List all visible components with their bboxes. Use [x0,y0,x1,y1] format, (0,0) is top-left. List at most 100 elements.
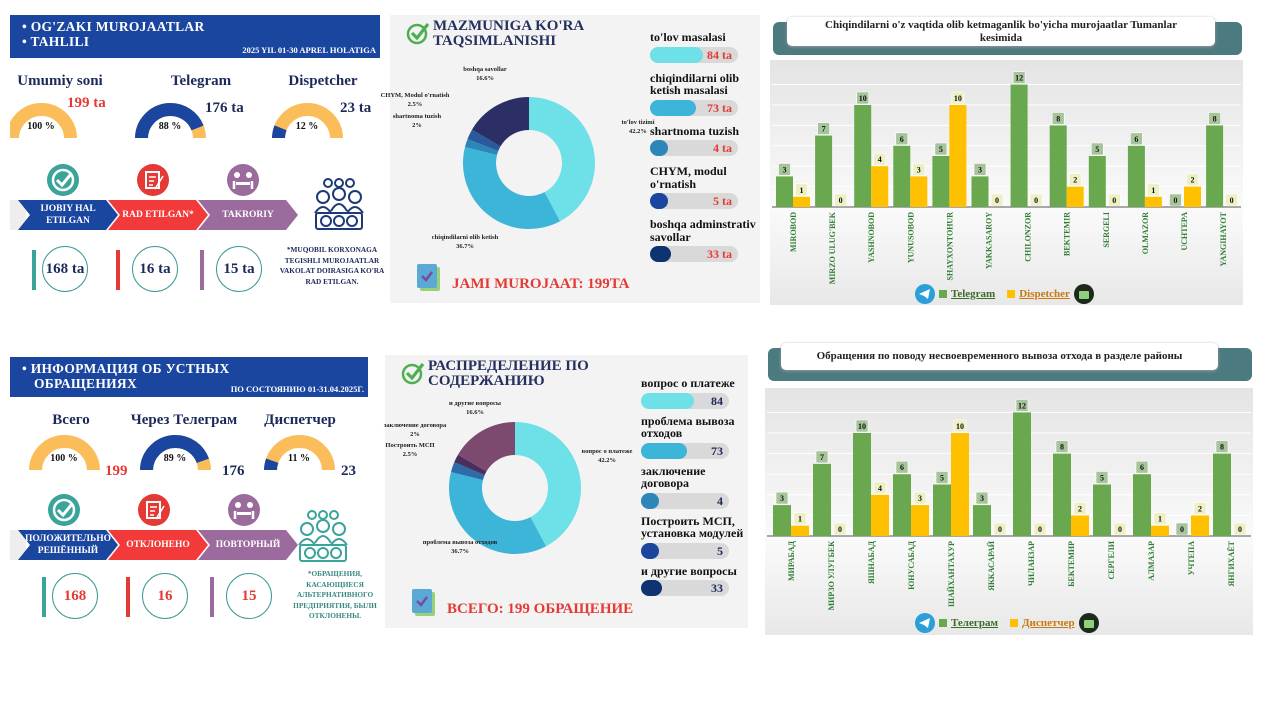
data-label-text: 5 [939,145,943,154]
slice-percent: 2% [412,122,422,129]
p2 [246,172,252,178]
board [417,264,437,288]
data-label: 3 [775,491,789,505]
total-label: JAMI MUROJAAT: 199TA [452,276,630,292]
legend-telegram[interactable]: Telegram [951,288,996,300]
category-label: ЯККАСАРАЙ [987,540,996,591]
category-bar-fill [650,193,668,209]
data-label-text: 3 [783,165,787,174]
bar-Диспетчер [871,494,889,536]
p1 [235,502,241,508]
data-label: 3 [975,491,989,505]
category-value: 84 [711,393,723,408]
category-label: и другие вопросы [641,563,737,578]
category-value: 33 ta [707,247,732,261]
category-label: YANGIHAYOT [1219,211,1228,266]
data-label-text: 0 [1038,525,1042,534]
data-label-box [990,193,1004,207]
data-label: 4 [873,481,887,495]
status-chevron: TAKRORIY [198,200,298,230]
plane [919,618,930,628]
category-label: ЯНГИХАЁТ [1227,540,1236,586]
bar-Dispetcher [910,176,928,207]
gauge-label: Telegram [170,73,232,89]
slice-label: to'lov tizimi 42.2% [621,118,654,136]
bar-Диспетчер [1071,515,1089,536]
bar-Telegram [1127,145,1145,207]
gauge-fill [139,434,211,470]
data-label: 0 [1225,193,1238,207]
legend-swatch [939,619,947,627]
gauge-fill [134,102,206,138]
telegram-icon[interactable] [915,284,935,304]
bar-Диспетчер [1151,525,1169,536]
category-value: 5 ta [713,194,732,208]
data-label: 0 [833,522,847,536]
slice-label: boshqa savollar 16.6% [463,65,507,83]
category-value: 73 [711,443,723,458]
bar-Telegram [1206,125,1224,207]
slice-label: shartnoma tuzish 2% [393,112,441,130]
status-bar [200,250,204,290]
data-label-box [1153,512,1167,525]
data-label-text: 4 [878,484,882,493]
slice-label: вопрос о платеже 42.2% [582,447,633,465]
data-label-box [855,419,869,433]
notepad-icon-bg [137,164,169,196]
gauge-label: Диспетчер [264,412,336,428]
check [56,503,74,518]
head [307,510,317,520]
data-label: 5 [1095,471,1109,484]
data-label: 1 [795,183,808,197]
bar-Телеграм [853,433,871,536]
table [237,512,251,515]
check-circle-icon-bg [48,494,80,526]
data-label: 0 [1033,522,1047,536]
bar-Телеграм [813,463,831,536]
category-label: АЛМАЗАР [1147,541,1156,581]
data-label-text: 3 [978,165,982,174]
gauge-chart [139,434,211,470]
category-item: вопрос о платеже 84 [641,377,747,409]
slice-name: to'lov tizimi [621,119,655,126]
bar-Dispetcher [1184,186,1201,207]
gauge-track [28,434,100,470]
legend-dispatcher[interactable]: Диспетчер [1021,617,1075,629]
data-label-text: 8 [1213,114,1217,123]
data-label-text: 1 [1151,186,1155,195]
data-label-box [913,491,927,505]
legend-telegram[interactable]: Телеграм [951,617,998,629]
data-label: 12 [1012,71,1026,84]
bar-Телеграм [1013,412,1031,536]
legend-dispatcher[interactable]: Dispetcher [1019,288,1070,300]
data-label-box [1175,522,1189,536]
data-label-text: 1 [1158,515,1162,524]
status-count: 168 ta [42,246,88,292]
data-label-box [935,471,949,484]
data-label-text: 5 [1100,474,1104,483]
data-label-box [951,91,965,105]
slice-name: chiqindilarni olib ketish [431,234,499,241]
data-label-text: 2 [1198,504,1202,513]
data-label: 3 [913,491,927,505]
wheel [346,215,358,227]
data-label: 10 [855,419,869,433]
data-label-text: 0 [838,525,842,534]
footnote: *ОБРАЩЕНИЯ, КАСАЮЩИЕСЯ АЛЬТЕРНАТИВНОГО П… [293,569,377,620]
data-label: 3 [973,163,987,176]
lines [149,175,164,190]
data-label-box [953,419,967,433]
head [323,178,333,188]
status-bar [42,577,46,617]
data-label-text: 3 [917,165,921,174]
data-label-text: 10 [858,422,866,431]
status-bar [126,577,130,617]
telegram-icon[interactable] [915,613,935,633]
wheel [330,547,342,559]
phone-icon[interactable] [1078,613,1099,633]
data-label-box [817,122,830,135]
bar-Телеграм [893,474,911,536]
data-label: 0 [1175,522,1189,536]
phone-icon[interactable] [1073,284,1094,304]
district-bar-chart-panel: Обращения по поводу несвоевременного выв… [765,340,1255,635]
